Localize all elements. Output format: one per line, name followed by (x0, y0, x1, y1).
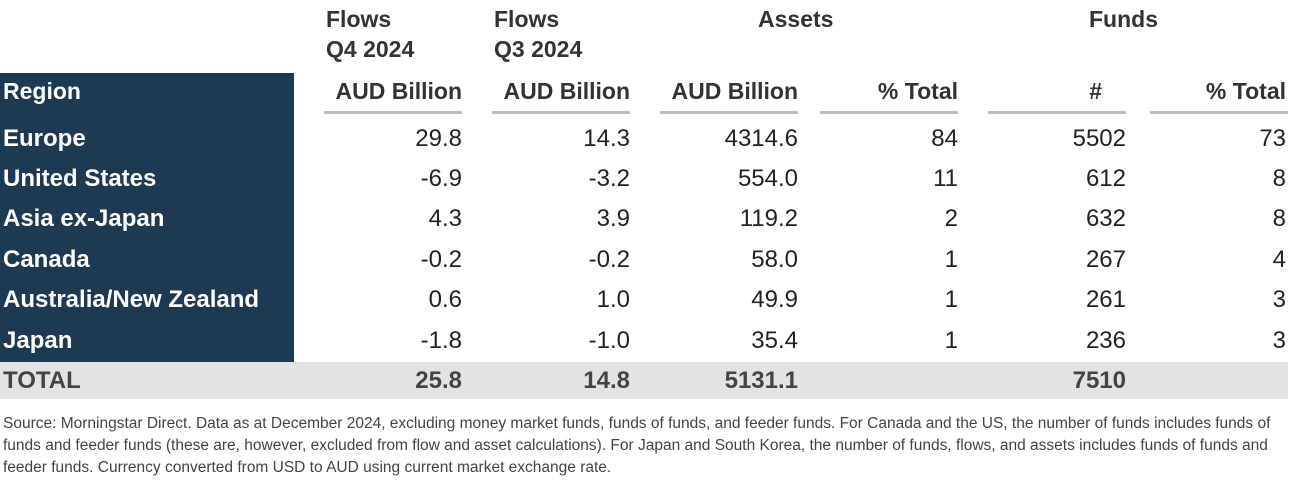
header-rule (660, 111, 798, 114)
region-cell: Japan (3, 327, 73, 354)
assets-pct-header: % Total (877, 78, 958, 104)
total-flows-q3: 14.8 (583, 367, 630, 394)
assets-pct-cell: 1 (944, 246, 958, 273)
header-rule (492, 111, 630, 114)
flows-q3-cell: -1.0 (588, 327, 630, 354)
flows-q3-cell: 14.3 (583, 125, 630, 152)
flows-q4-unit-header: AUD Billion (335, 78, 463, 104)
funds-pct-cell: 3 (1272, 327, 1286, 354)
header-rule (1150, 111, 1288, 114)
flows-q3-cell: -3.2 (588, 165, 630, 192)
flows-q4-cell: -6.9 (420, 165, 462, 192)
region-cell: Australia/New Zealand (3, 286, 260, 313)
header-rule (988, 111, 1126, 114)
funds-cell: 261 (1085, 286, 1126, 313)
header-rule (324, 111, 462, 114)
total-label: TOTAL (3, 367, 81, 394)
funds-header: Funds (1089, 6, 1158, 32)
flows-q3-cell: -0.2 (588, 246, 630, 273)
assets-unit-header: AUD Billion (671, 78, 799, 104)
assets-pct-cell: 1 (944, 286, 958, 313)
flows-q4-cell: 4.3 (428, 205, 462, 232)
funds-count-header: # (1089, 78, 1102, 104)
flows-q4-cell: -0.2 (420, 246, 462, 273)
region-header: Region (3, 78, 81, 104)
region-cell: Asia ex-Japan (3, 205, 165, 232)
region-cell: Europe (3, 125, 86, 152)
funds-pct-cell: 8 (1272, 205, 1286, 232)
total-funds: 7510 (1072, 367, 1126, 394)
flows-q4-header-line2: Q4 2024 (326, 36, 415, 62)
assets-cell: 49.9 (751, 286, 798, 313)
flows-q3-unit-header: AUD Billion (503, 78, 631, 104)
assets-pct-cell: 11 (933, 165, 958, 192)
flows-q3-cell: 3.9 (596, 205, 630, 232)
assets-cell: 119.2 (739, 205, 798, 232)
flows-q3-header-line2: Q3 2024 (494, 36, 583, 62)
funds-cell: 236 (1085, 327, 1126, 354)
flows-q4-cell: 29.8 (415, 125, 462, 152)
assets-pct-cell: 1 (944, 327, 958, 354)
region-cell: Canada (3, 246, 90, 273)
source-note: Source: Morningstar Direct. Data as at D… (3, 415, 1271, 476)
flows-q3-header-line1: Flows (494, 6, 560, 32)
flows-q3-cell: 1.0 (596, 286, 630, 313)
flows-q4-cell: 0.6 (428, 286, 462, 313)
assets-cell: 35.4 (751, 327, 798, 354)
region-column (0, 73, 294, 362)
flows-q4-header-line1: Flows (326, 6, 392, 32)
funds-pct-cell: 3 (1272, 286, 1286, 313)
funds-pct-cell: 73 (1259, 125, 1286, 152)
assets-cell: 4314.6 (724, 125, 798, 152)
funds-pct-header: % Total (1205, 78, 1286, 104)
total-assets: 5131.1 (724, 367, 798, 394)
funds-cell: 612 (1085, 165, 1126, 192)
funds-pct-cell: 8 (1272, 165, 1286, 192)
region-cell: United States (3, 165, 157, 192)
header-rule (820, 111, 958, 114)
assets-pct-cell: 84 (931, 125, 958, 152)
funds-pct-cell: 4 (1272, 246, 1286, 273)
funds-cell: 632 (1085, 205, 1126, 232)
assets-cell: 554.0 (737, 165, 798, 192)
assets-header: Assets (758, 6, 834, 32)
flows-q4-cell: -1.8 (420, 327, 462, 354)
total-flows-q4: 25.8 (415, 367, 462, 394)
assets-pct-cell: 2 (944, 205, 958, 232)
funds-cell: 5502 (1072, 125, 1126, 152)
total-row (0, 362, 1288, 399)
funds-cell: 267 (1085, 246, 1126, 273)
assets-cell: 58.0 (751, 246, 798, 273)
